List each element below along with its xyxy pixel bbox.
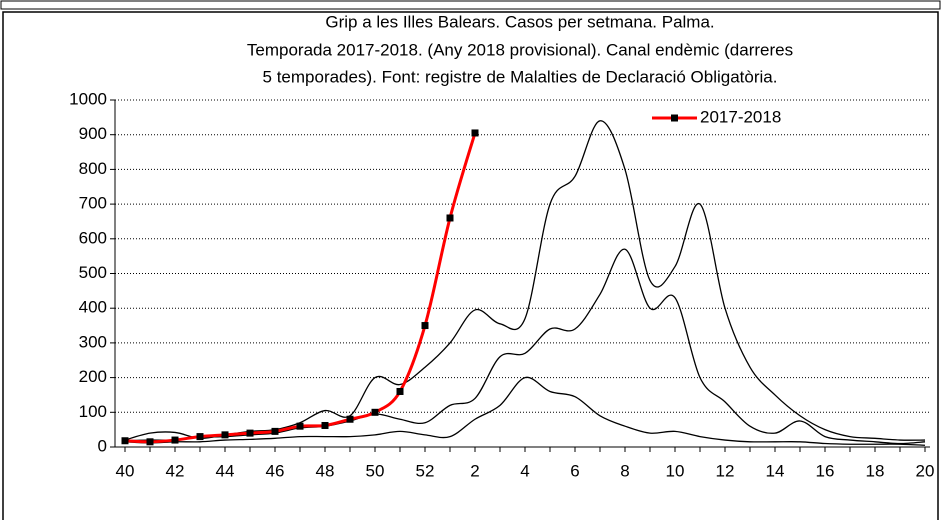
data-point [271, 427, 279, 435]
legend-marker [671, 114, 678, 122]
y-tick-label: 1000 [69, 89, 107, 108]
y-tick-label: 600 [79, 228, 107, 247]
data-point [146, 438, 154, 446]
data-point [196, 433, 204, 441]
data-point [296, 422, 304, 430]
y-tick-label: 100 [79, 402, 107, 421]
x-tick-label: 50 [366, 461, 385, 480]
data-point [246, 429, 254, 437]
y-tick-label: 400 [79, 298, 107, 317]
x-tick-label: 40 [116, 461, 135, 480]
y-tick-label: 500 [79, 263, 107, 282]
y-tick-label: 800 [79, 159, 107, 178]
legend-label: 2017-2018 [700, 107, 781, 126]
x-tick-label: 20 [916, 461, 935, 480]
x-tick-label: 4 [520, 461, 529, 480]
x-tick-label: 2 [470, 461, 479, 480]
data-point [321, 421, 329, 429]
series-line [124, 120, 926, 441]
x-tick-label: 48 [316, 461, 335, 480]
data-point [371, 408, 379, 416]
series-line [124, 376, 926, 446]
x-tick-label: 46 [266, 461, 285, 480]
data-point [346, 415, 354, 423]
x-tick-label: 42 [166, 461, 185, 480]
x-tick-label: 12 [716, 461, 735, 480]
x-tick-label: 18 [866, 461, 885, 480]
x-tick-label: 16 [816, 461, 835, 480]
x-tick-label: 8 [620, 461, 629, 480]
x-tick-label: 52 [416, 461, 435, 480]
data-point [421, 322, 429, 330]
y-tick-label: 0 [98, 436, 107, 455]
data-point [221, 431, 229, 439]
data-point [471, 129, 479, 137]
x-tick-label: 10 [666, 461, 685, 480]
y-tick-label: 200 [79, 367, 107, 386]
x-tick-label: 6 [570, 461, 579, 480]
chart-title: 5 temporades). Font: registre de Malalti… [263, 67, 778, 86]
data-point [121, 437, 129, 445]
y-tick-label: 300 [79, 332, 107, 351]
data-point [396, 387, 404, 395]
y-tick-label: 700 [79, 194, 107, 213]
chart-frame [2, 11, 939, 520]
data-point [171, 436, 179, 444]
series-line [124, 248, 926, 445]
y-tick-label: 900 [79, 124, 107, 143]
x-tick-label: 44 [216, 461, 235, 480]
data-point [446, 214, 454, 222]
top-frame [0, 0, 941, 10]
x-tick-label: 14 [766, 461, 785, 480]
chart-title: Grip a les Illes Balears. Casos per setm… [325, 12, 714, 31]
chart-title: Temporada 2017-2018. (Any 2018 provision… [247, 40, 793, 59]
